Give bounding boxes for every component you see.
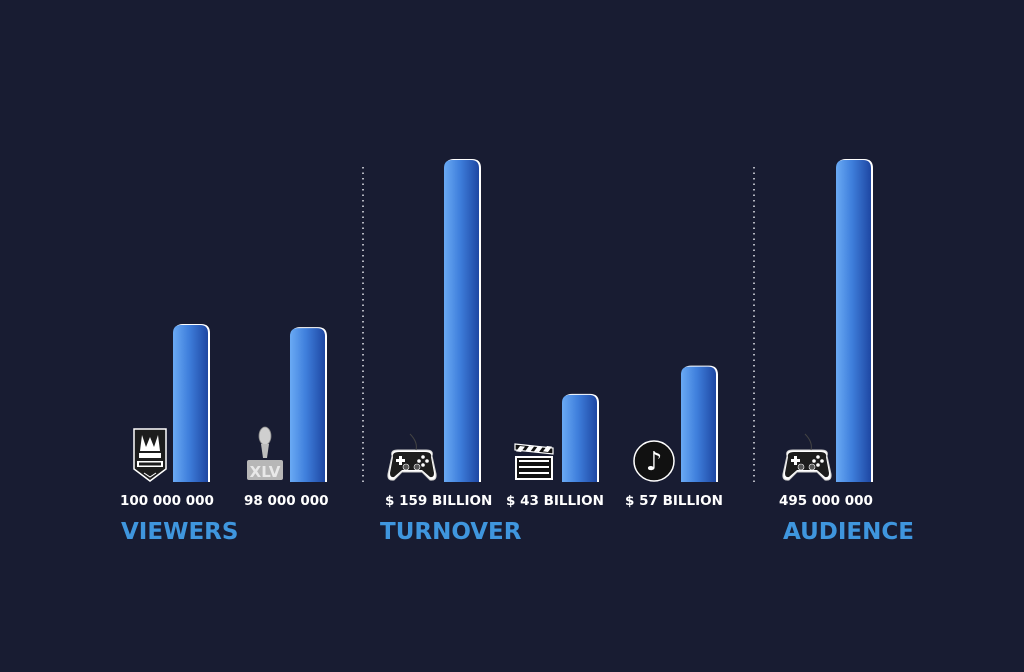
icons-layer: XLV ♪: [133, 426, 832, 482]
value-label-viewers-worlds: 100 000 000: [120, 493, 214, 509]
gamepad-icon-turnover: [387, 433, 437, 481]
bar-body: [836, 160, 871, 482]
svg-text:♪: ♪: [646, 447, 663, 477]
bar-body: [173, 325, 208, 482]
gamepad-icon-audience: [782, 433, 832, 481]
worlds-logo-icon: [133, 428, 167, 482]
svg-text:XLV: XLV: [250, 463, 281, 481]
value-label-turnover-gaming: $ 159 BILLION: [385, 493, 492, 509]
category-label-audience: AUDIENCE: [783, 519, 914, 545]
super-bowl-xlv-trophy-icon: XLV: [247, 426, 283, 481]
bar-body: [562, 394, 597, 482]
category-label-turnover: TURNOVER: [380, 519, 522, 545]
bars-layer: [173, 159, 873, 482]
value-label-audience-gaming: 495 000 000: [779, 493, 873, 509]
value-label-turnover-film: $ 43 BILLION: [506, 493, 604, 509]
value-label-viewers-superbowl: 98 000 000: [244, 493, 329, 509]
bar-turnover-3: [681, 365, 718, 482]
bar-body: [444, 160, 479, 482]
bar-body: [681, 366, 716, 482]
music-note-icon: ♪: [633, 440, 675, 482]
bar-body: [290, 328, 325, 482]
bar-audience-1: [836, 159, 873, 482]
clapperboard-icon: [514, 443, 554, 480]
bar-viewers-1: [173, 324, 210, 482]
bar-viewers-2: [290, 327, 327, 482]
value-label-turnover-music: $ 57 BILLION: [625, 493, 723, 509]
bar-turnover-2: [562, 393, 599, 482]
category-label-viewers: VIEWERS: [121, 519, 238, 545]
bar-turnover-1: [444, 159, 481, 482]
